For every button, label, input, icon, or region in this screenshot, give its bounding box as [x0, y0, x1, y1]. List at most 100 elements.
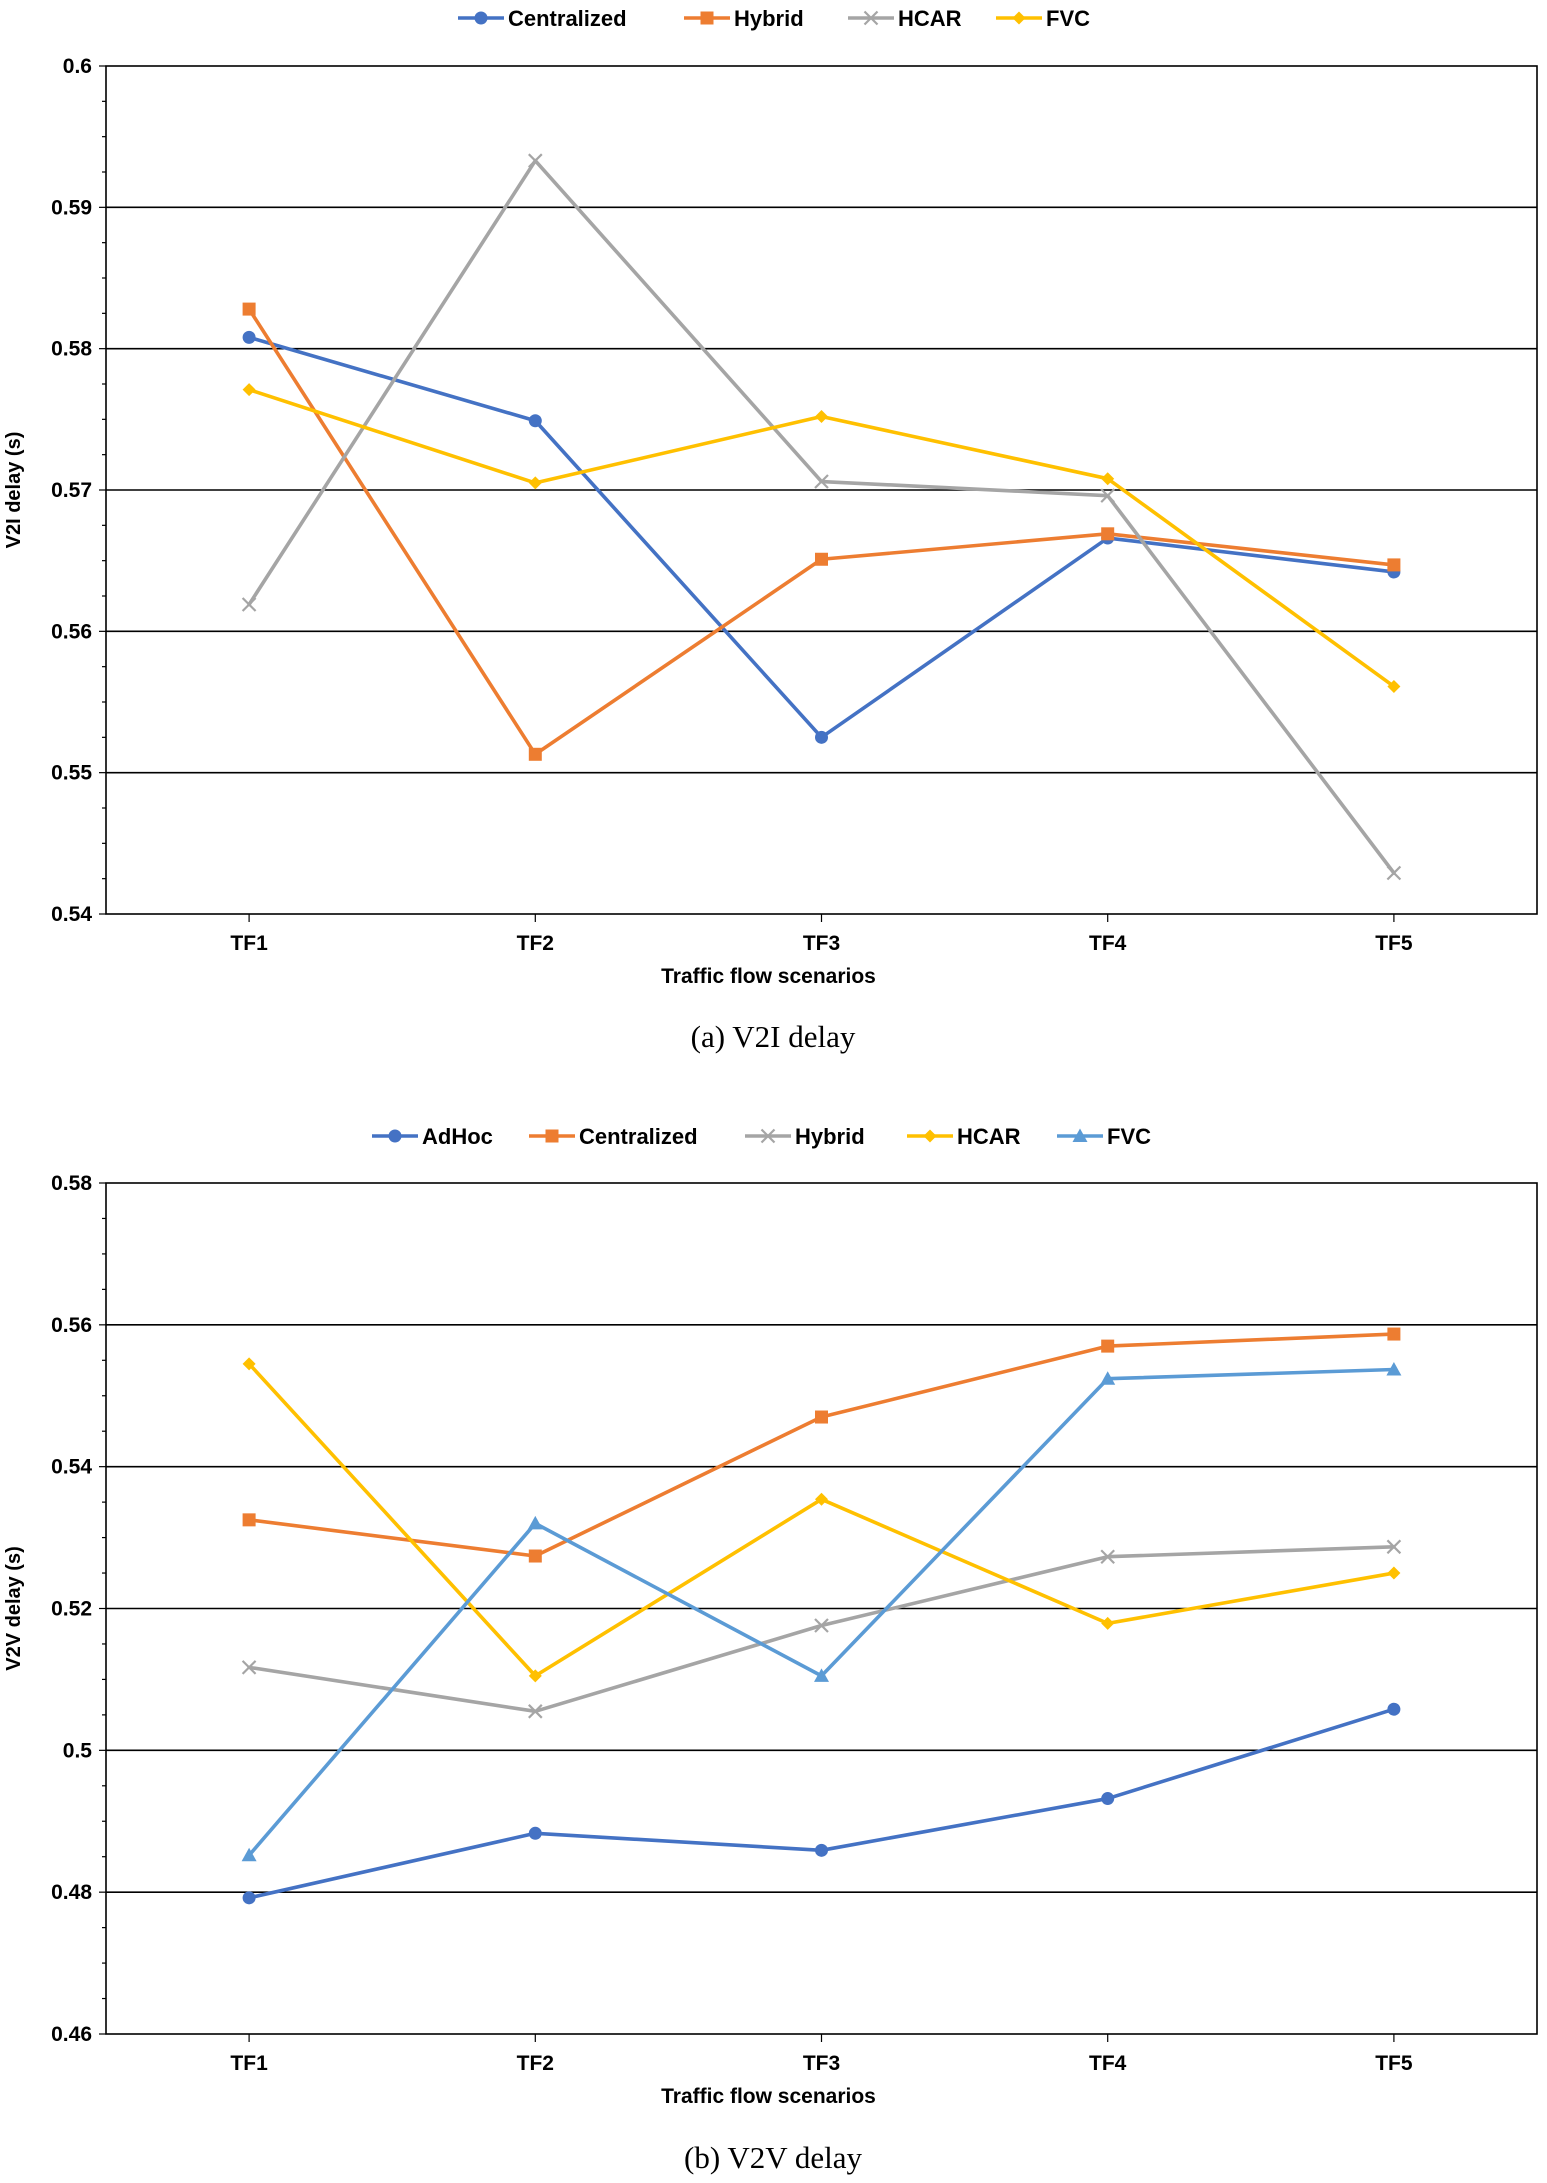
- legend-item: Hybrid: [684, 6, 804, 31]
- legend-label: Centralized: [508, 6, 627, 31]
- x-axis-title: Traffic flow scenarios: [661, 2085, 876, 2108]
- data-point: [815, 410, 828, 424]
- data-point: [815, 1843, 828, 1857]
- data-point: [1386, 1362, 1402, 1376]
- legend-marker: [760, 1128, 776, 1144]
- data-point: [241, 1847, 257, 1862]
- legend-label: Hybrid: [795, 1124, 865, 1149]
- data-point: [528, 1669, 542, 1683]
- data-point: [1387, 1327, 1401, 1341]
- x-tick-labels: TF1 TF2 TF3 TF4 TF5: [230, 914, 1413, 955]
- data-point: [1387, 1566, 1401, 1580]
- y-tick-label: 0.59: [51, 196, 92, 219]
- x-tick-label: TF1: [230, 2052, 268, 2075]
- series-fvc: [241, 1362, 1402, 1862]
- legend-label: AdHoc: [422, 1124, 493, 1149]
- series-fvc: [242, 383, 1401, 693]
- data-point: [528, 153, 543, 168]
- y-tick-labels: 0.54 0.55 0.56 0.57 0.58 0.59 0.6: [51, 55, 92, 926]
- x-tick-label: TF2: [517, 2052, 554, 2075]
- data-point: [1101, 472, 1115, 486]
- data-point: [1387, 1702, 1401, 1716]
- y-tick-label: 0.54: [51, 903, 92, 926]
- data-point: [814, 1618, 829, 1633]
- data-point: [1101, 527, 1115, 541]
- y-tick-label: 0.54: [51, 1456, 92, 1479]
- data-point: [242, 330, 256, 344]
- y-tick-labels: 0.46 0.48 0.5 0.52 0.54 0.56 0.58: [51, 1172, 92, 2046]
- series-line: [247, 158, 1396, 875]
- x-axis-title: Traffic flow scenarios: [661, 965, 876, 988]
- x-tick-labels: TF1 TF2 TF3 TF4 TF5: [230, 2034, 1413, 2075]
- y-tick-label: 0.55: [51, 762, 92, 785]
- legend: Centralized Hybrid HCAR FVC: [458, 6, 1090, 31]
- data-point: [1101, 1616, 1115, 1630]
- x-tick-label: TF2: [517, 932, 554, 955]
- legend-item: HCAR: [848, 6, 962, 31]
- data-point: [241, 597, 257, 612]
- legend-marker: [545, 1129, 559, 1143]
- series-line: [247, 1367, 1396, 1858]
- data-point: [1100, 488, 1115, 503]
- legend-item: Hybrid: [745, 1124, 865, 1149]
- x-tick-label: TF4: [1089, 2052, 1127, 2075]
- legend-label: Hybrid: [734, 6, 804, 31]
- data-point: [242, 1513, 256, 1527]
- legend-item: Centralized: [529, 1124, 698, 1149]
- legend-item: FVC: [996, 6, 1090, 31]
- legend-marker: [1072, 1128, 1088, 1142]
- series-line: [247, 1545, 1396, 1714]
- figure-caption: (a) V2I delay: [691, 1019, 856, 1054]
- series-line: [247, 335, 1396, 740]
- legend-marker: [700, 11, 714, 25]
- data-point: [814, 474, 829, 489]
- legend-marker: [388, 1129, 402, 1143]
- y-axis-title: V2V delay (s): [3, 1546, 25, 1671]
- data-point: [241, 1660, 257, 1675]
- series-hybrid: [242, 302, 1401, 761]
- data-point: [528, 1704, 543, 1719]
- y-tick-label: 0.56: [51, 1314, 92, 1337]
- legend-marker: [474, 11, 488, 25]
- y-axis-ticks: [99, 65, 106, 915]
- data-point: [242, 383, 256, 397]
- x-tick-label: TF3: [803, 2052, 840, 2075]
- series-line: [247, 387, 1396, 689]
- legend-marker: [923, 1129, 937, 1143]
- series-line: [247, 307, 1396, 757]
- legend-item: AdHoc: [372, 1124, 493, 1149]
- gridlines: [106, 206, 1537, 774]
- data-point: [528, 1826, 542, 1840]
- data-point: [1101, 1792, 1115, 1806]
- legend-label: FVC: [1107, 1124, 1151, 1149]
- y-tick-label: 0.5: [63, 1739, 93, 1762]
- data-point: [528, 476, 542, 490]
- data-point: [1100, 1549, 1115, 1565]
- legend-label: HCAR: [898, 6, 962, 31]
- data-point: [1386, 865, 1402, 881]
- data-point: [528, 1549, 542, 1563]
- x-tick-label: TF1: [230, 932, 268, 955]
- legend-item: Centralized: [458, 6, 627, 31]
- legend-item: FVC: [1057, 1124, 1151, 1149]
- series-line: [247, 1332, 1396, 1558]
- data-point: [242, 1891, 256, 1905]
- data-point: [1387, 679, 1401, 693]
- data-point: [1100, 1371, 1116, 1385]
- data-point: [242, 302, 256, 316]
- y-tick-label: 0.48: [51, 1881, 92, 1904]
- figure-caption: (b) V2V delay: [684, 2140, 862, 2175]
- y-tick-label: 0.56: [51, 620, 92, 643]
- legend: AdHoc Centralized Hybrid HCAR FVC: [372, 1124, 1151, 1149]
- data-point: [242, 1357, 256, 1371]
- gridlines: [106, 1324, 1537, 1893]
- series-centralized: [242, 1327, 1401, 1563]
- y-tick-label: 0.58: [51, 1172, 92, 1195]
- series-line: [247, 1707, 1396, 1900]
- series-hybrid: [241, 1539, 1402, 1719]
- series-adhoc: [242, 1702, 1401, 1905]
- data-point: [528, 414, 542, 428]
